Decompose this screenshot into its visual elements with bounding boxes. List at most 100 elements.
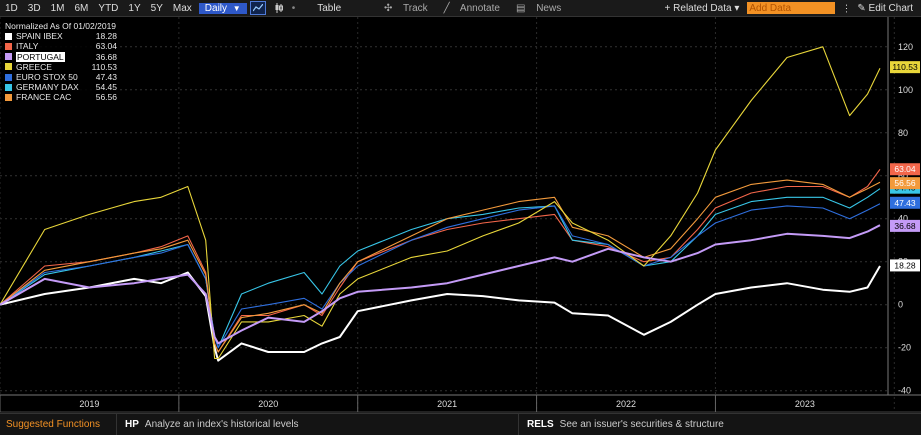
news-icon: ▤ <box>515 2 526 14</box>
function-code: RELS <box>527 419 554 430</box>
range-3d[interactable]: 3D <box>27 2 41 14</box>
legend-label: PORTUGAL <box>16 51 65 62</box>
last-value-label: 36.68 <box>894 221 916 231</box>
series-line-spain-ibex[interactable] <box>0 265 881 362</box>
legend-item[interactable]: PORTUGAL 36.68 <box>5 51 117 62</box>
legend-value: 110.53 <box>91 61 117 72</box>
add-data-input[interactable] <box>747 2 836 14</box>
news-tool[interactable]: ▤ News <box>516 3 569 14</box>
pencil-icon: ╱ <box>443 2 450 14</box>
function-hp[interactable]: HP Analyze an index's historical levels <box>117 414 307 435</box>
last-value-label: 63.04 <box>894 164 916 174</box>
last-value-tag <box>890 177 920 190</box>
range-1m[interactable]: 1M <box>50 2 65 14</box>
legend-label: FRANCE CAC <box>16 92 72 103</box>
legend-item[interactable]: GREECE 110.53 <box>5 62 117 72</box>
legend-swatch <box>5 63 12 71</box>
track-tool[interactable]: ✣ Track <box>384 3 436 14</box>
y-tick-label: -20 <box>898 343 911 353</box>
function-rels[interactable]: RELS See an issuer's securities & struct… <box>518 414 732 435</box>
related-data-label: Related Data <box>673 2 732 14</box>
edit-chart-label: Edit Chart <box>868 2 913 14</box>
range-1y[interactable]: 1Y <box>128 2 141 14</box>
suggested-functions-bar: Suggested Functions HP Analyze an index'… <box>0 413 921 435</box>
y-tick-label: 60 <box>898 171 908 181</box>
annotate-label: Annotate <box>459 2 500 14</box>
function-desc: See an issuer's securities & structure <box>559 419 724 430</box>
suggested-functions-label: Suggested Functions <box>0 414 117 435</box>
range-max[interactable]: Max <box>172 2 192 14</box>
table-button[interactable]: Table <box>317 2 342 14</box>
legend-item[interactable]: EURO STOX 50 47.43 <box>5 72 117 82</box>
legend-item[interactable]: ITALY 63.04 <box>5 41 117 51</box>
period-label: Daily <box>204 2 228 14</box>
last-value-label: 110.53 <box>892 62 918 72</box>
line-chart-icon[interactable] <box>249 1 266 15</box>
y-tick-label: 40 <box>898 214 908 224</box>
legend-value: 54.45 <box>95 82 117 93</box>
series-line-france-cac[interactable] <box>0 179 881 353</box>
annotate-tool[interactable]: ╱ Annotate <box>444 3 508 14</box>
chart-area[interactable]: -40-200204060801001202019202020212022202… <box>0 17 921 413</box>
function-desc: Analyze an index's historical levels <box>144 419 299 430</box>
series-line-euro-stox-50[interactable] <box>0 203 881 349</box>
toolbar-right: + Related Data ▾ ⋯ ✎ Edit Chart <box>661 2 917 14</box>
legend-swatch <box>5 83 12 91</box>
x-tick-label: 2019 <box>79 399 99 409</box>
last-value-label: 47.43 <box>894 198 916 208</box>
y-tick-label: -40 <box>898 386 911 396</box>
period-dropdown[interactable]: Daily ▼ <box>198 2 247 14</box>
more-options-button[interactable]: ⋯ <box>840 3 852 13</box>
legend-value: 47.43 <box>95 72 117 83</box>
legend-value: 56.56 <box>95 92 117 103</box>
chevron-down-icon: ▼ <box>232 3 241 13</box>
range-ytd[interactable]: YTD <box>98 2 119 14</box>
crosshair-icon: ✣ <box>384 2 393 14</box>
legend-item[interactable]: FRANCE CAC 56.56 <box>5 92 117 102</box>
legend-value: 63.04 <box>95 41 117 52</box>
legend-swatch <box>5 73 12 81</box>
y-tick-label: 100 <box>898 85 913 95</box>
candlestick-icon[interactable] <box>272 2 286 14</box>
series-line-portugal[interactable] <box>0 224 881 345</box>
series-line-germany-dax[interactable] <box>0 188 881 349</box>
range-1d[interactable]: 1D <box>5 2 18 14</box>
toolbar: 1D 3D 1M 6M YTD 1Y 5Y Max Daily ▼ • Tabl… <box>0 0 921 17</box>
x-tick-label: 2022 <box>616 399 636 409</box>
x-tick-label: 2021 <box>437 399 457 409</box>
legend-label: EURO STOX 50 <box>16 72 78 83</box>
function-code: HP <box>125 419 139 430</box>
legend-label: ITALY <box>16 41 39 52</box>
last-value-tag <box>890 219 920 232</box>
chart-title: Normalized As Of 01/02/2019 <box>5 21 117 31</box>
chevron-down-icon: ▾ <box>734 2 740 14</box>
y-tick-label: 120 <box>898 42 913 52</box>
legend-label: GREECE <box>16 61 52 72</box>
last-value-tag <box>890 61 920 74</box>
plus-icon: + <box>664 2 671 14</box>
legend-swatch <box>5 43 12 50</box>
legend-value: 36.68 <box>95 51 117 62</box>
y-tick-label: 0 <box>898 300 903 310</box>
x-tick-label: 2023 <box>795 399 815 409</box>
y-tick-label: 80 <box>898 128 908 138</box>
series-line-italy[interactable] <box>0 168 881 353</box>
legend: Normalized As Of 01/02/2019 SPAIN IBEX 18… <box>2 20 120 104</box>
last-value-tag <box>890 196 920 209</box>
track-label: Track <box>403 2 428 14</box>
edit-chart-button[interactable]: ✎ Edit Chart <box>853 3 917 14</box>
legend-item[interactable]: GERMANY DAX 54.45 <box>5 82 117 92</box>
related-data-button[interactable]: + Related Data ▾ <box>661 3 744 14</box>
dropdown-dot-icon[interactable]: • <box>291 2 296 14</box>
legend-swatch <box>5 94 12 102</box>
range-6m[interactable]: 6M <box>74 2 89 14</box>
legend-swatch <box>5 32 12 40</box>
series-line-greece[interactable] <box>0 46 881 360</box>
legend-swatch <box>5 53 12 61</box>
range-5y[interactable]: 5Y <box>150 2 163 14</box>
legend-value: 18.28 <box>95 31 117 42</box>
legend-label: GERMANY DAX <box>16 82 79 93</box>
chart-tools: ✣ Track ╱ Annotate ▤ News <box>384 3 577 14</box>
last-value-tag <box>890 163 920 176</box>
legend-item[interactable]: SPAIN IBEX 18.28 <box>5 31 117 41</box>
